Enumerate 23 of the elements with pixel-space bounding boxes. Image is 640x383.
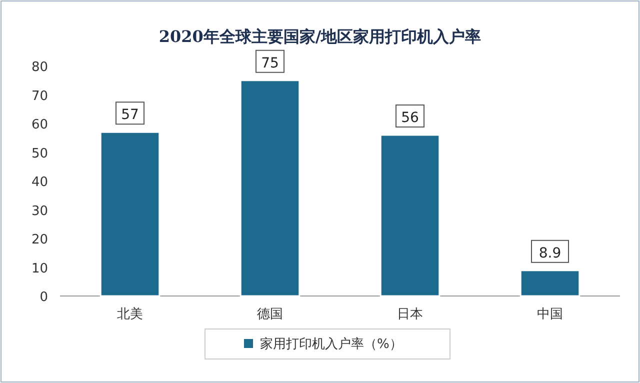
data-label: 56 <box>401 110 419 126</box>
bar <box>380 134 440 297</box>
legend-label: 家用打印机入户率（%） <box>260 336 402 352</box>
x-tick-label: 德国 <box>257 307 283 322</box>
bar <box>240 80 300 297</box>
y-tick-label: 10 <box>31 261 48 276</box>
y-tick-label: 0 <box>40 290 48 305</box>
y-tick-label: 70 <box>31 88 48 104</box>
y-tick-label: 20 <box>31 232 48 248</box>
y-tick-label: 50 <box>31 146 48 162</box>
y-tick-label: 60 <box>31 118 48 132</box>
x-tick-label: 日本 <box>397 307 423 322</box>
data-label: 8.9 <box>538 245 562 262</box>
x-tick-label: 北美 <box>117 306 143 322</box>
y-tick-label: 30 <box>31 204 48 219</box>
y-tick-label: 40 <box>31 175 48 190</box>
bar <box>100 131 160 297</box>
bar <box>520 270 580 297</box>
data-label: 57 <box>121 107 139 124</box>
chart-title: 2020年全球主要国家/地区家用打印机入户率 <box>158 27 482 46</box>
y-tick-label: 80 <box>31 60 48 75</box>
data-label: 75 <box>261 55 279 72</box>
x-tick-label: 中国 <box>537 307 563 322</box>
